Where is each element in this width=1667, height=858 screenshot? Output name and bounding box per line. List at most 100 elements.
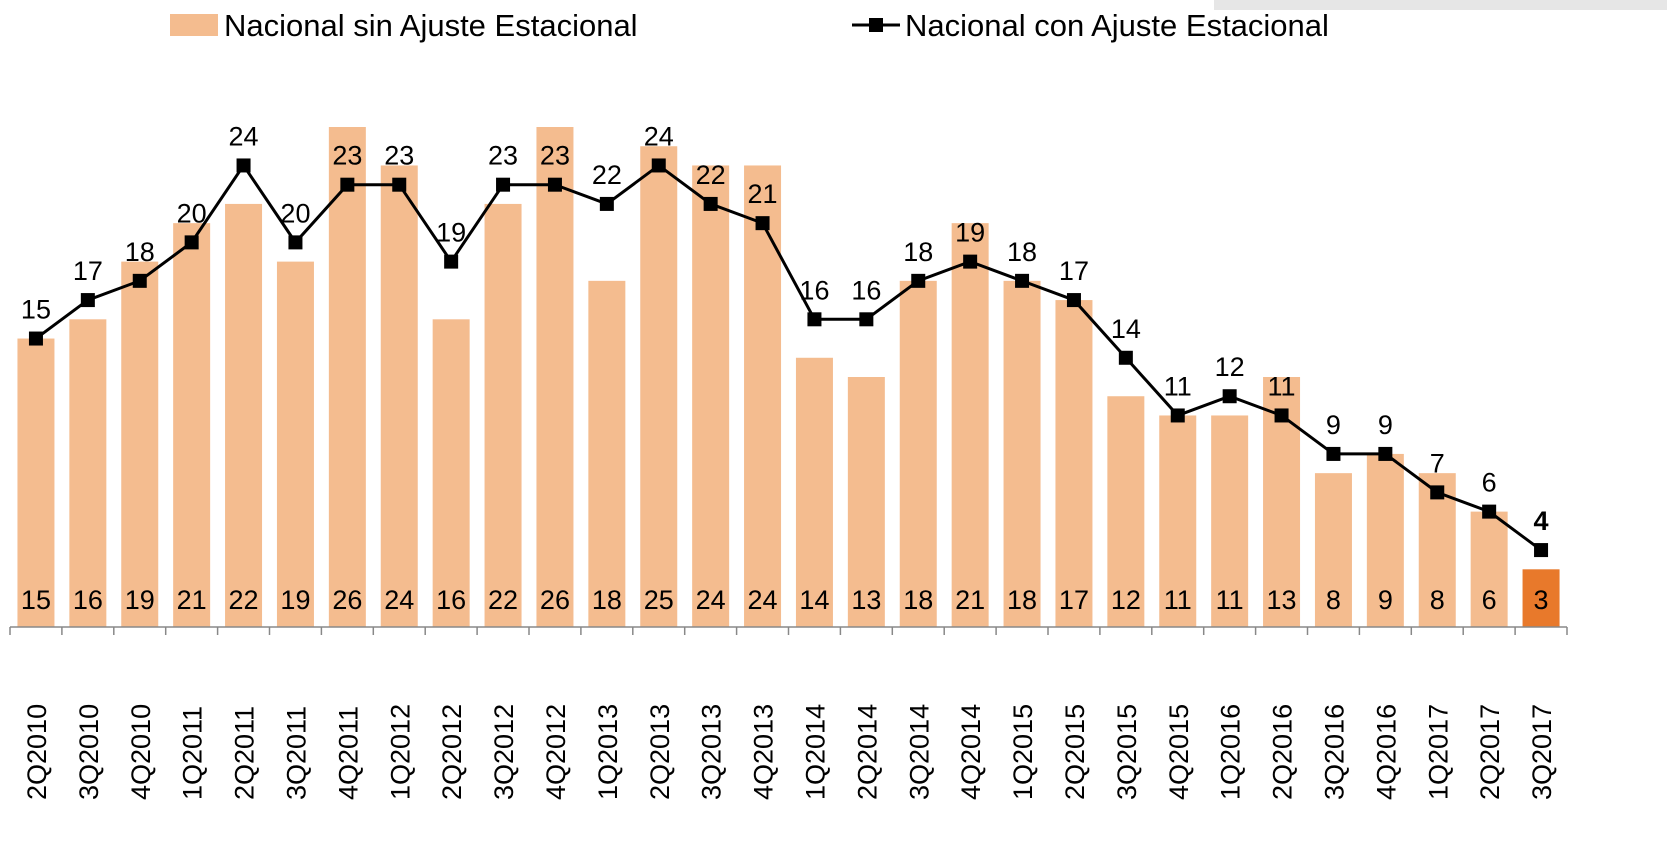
x-tick-label: 2Q2010 (22, 704, 52, 800)
line-value-label: 19 (955, 218, 985, 248)
line-marker (444, 254, 459, 269)
bar-value-label: 14 (799, 585, 829, 615)
bar-value-label: 3 (1534, 585, 1549, 615)
line-value-label: 21 (748, 179, 778, 209)
bar-value-label: 11 (1164, 585, 1192, 615)
bar (380, 165, 418, 627)
bar-value-label: 25 (644, 585, 674, 615)
line-value-label: 9 (1326, 410, 1341, 440)
line-marker (132, 273, 147, 288)
legend-swatch (170, 14, 218, 36)
line-marker (236, 158, 251, 173)
x-tick-label: 2Q2015 (1060, 704, 1090, 800)
line-marker (1482, 504, 1497, 519)
bar (69, 319, 107, 627)
bar (847, 377, 885, 627)
line-marker (1326, 446, 1341, 461)
x-tick-label: 2Q2011 (230, 706, 260, 800)
x-tick-label: 4Q2014 (956, 704, 986, 800)
line-marker (80, 293, 95, 308)
x-tick-label: 1Q2017 (1423, 704, 1453, 800)
line-marker (1222, 389, 1237, 404)
line-value-label: 16 (851, 275, 881, 305)
bar (899, 280, 937, 627)
legend-label: Nacional con Ajuste Estacional (905, 8, 1329, 43)
line-value-label: 11 (1164, 371, 1192, 401)
bar-value-label: 18 (1007, 585, 1037, 615)
frame-edge (1214, 0, 1667, 10)
line-value-label: 23 (540, 141, 570, 171)
bar-value-label: 19 (125, 585, 155, 615)
bar-value-label: 22 (229, 585, 259, 615)
line-marker (1015, 273, 1030, 288)
bar-value-label: 11 (1216, 585, 1244, 615)
bar (121, 261, 159, 627)
line-value-label: 22 (696, 160, 726, 190)
bar-value-label: 21 (955, 585, 985, 615)
x-tick-label: 3Q2014 (904, 704, 934, 800)
x-tick-label: 4Q2011 (333, 706, 363, 800)
x-tick-label: 1Q2012 (385, 704, 415, 800)
line-marker (859, 312, 874, 327)
bar-value-label: 12 (1111, 585, 1141, 615)
bar-value-label: 26 (332, 585, 362, 615)
bar-value-label: 24 (696, 585, 726, 615)
bar-value-label: 24 (748, 585, 778, 615)
bar-value-label: 18 (903, 585, 933, 615)
line-marker (496, 177, 511, 192)
line-marker (807, 312, 822, 327)
x-tick-label: 3Q2012 (489, 704, 519, 800)
line-marker (392, 177, 407, 192)
line-marker (1066, 293, 1081, 308)
bar (588, 280, 626, 627)
x-tick-label: 4Q2013 (749, 704, 779, 800)
line-marker (340, 177, 355, 192)
line-marker (963, 254, 978, 269)
bar (1314, 473, 1352, 627)
x-tick-label: 1Q2013 (593, 704, 623, 800)
bar-value-label: 26 (540, 585, 570, 615)
bar (1366, 453, 1404, 627)
x-tick-label: 3Q2017 (1527, 704, 1557, 800)
line-marker (599, 196, 614, 211)
x-tick-label: 3Q2011 (281, 706, 311, 800)
line-value-label: 9 (1378, 410, 1393, 440)
line-marker (1430, 485, 1445, 500)
bar (1107, 396, 1145, 627)
bar (1470, 511, 1508, 627)
bar (692, 165, 730, 627)
bar-value-label: 24 (384, 585, 414, 615)
line-marker (288, 235, 303, 250)
line-marker (755, 216, 770, 231)
x-tick-label: 1Q2015 (1008, 704, 1038, 800)
line-marker (651, 158, 666, 173)
line-marker (28, 331, 43, 346)
bar (1003, 280, 1041, 627)
x-tick-label: 2Q2014 (852, 704, 882, 800)
bar-value-label: 8 (1326, 585, 1341, 615)
bar-value-label: 9 (1378, 585, 1393, 615)
bar (276, 261, 314, 627)
bar (17, 338, 55, 627)
line-value-label: 18 (1007, 237, 1037, 267)
line-value-label: 15 (21, 295, 51, 325)
x-tick-label: 4Q2015 (1164, 704, 1194, 800)
bar (951, 223, 989, 627)
x-tick-label: 4Q2010 (126, 704, 156, 800)
bar (1211, 415, 1249, 627)
x-tick-label: 3Q2013 (697, 704, 727, 800)
line-marker (1274, 408, 1289, 423)
line-value-label: 7 (1430, 448, 1445, 478)
bar (536, 127, 574, 627)
x-tick-label: 3Q2010 (74, 704, 104, 800)
line-value-label: 24 (644, 121, 674, 151)
x-tick-label: 2Q2012 (437, 704, 467, 800)
line-value-label: 11 (1268, 371, 1296, 401)
line-value-label: 14 (1111, 314, 1141, 344)
line-value-label: 17 (73, 256, 103, 286)
line-marker (1534, 543, 1549, 558)
bar-value-label: 8 (1430, 585, 1445, 615)
x-tick-label: 2Q2016 (1268, 704, 1298, 800)
legend-marker (869, 18, 883, 32)
bar (173, 223, 211, 627)
